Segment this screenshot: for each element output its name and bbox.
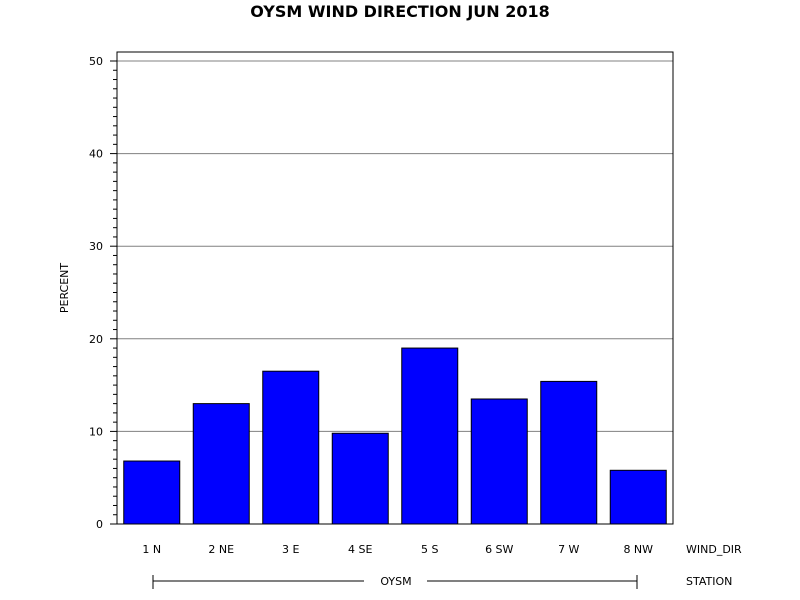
y-tick-label: 40	[89, 148, 103, 161]
station-axis-label: STATION	[686, 575, 732, 588]
x-tick-label: 3 E	[282, 543, 299, 556]
y-axis: 0 10 20 30 40 50	[89, 55, 117, 531]
y-tick-label: 20	[89, 333, 103, 346]
bar	[192, 403, 250, 525]
x-tick-label: 2 NE	[208, 543, 234, 556]
x-tick-label: 7 W	[558, 543, 579, 556]
y-tick-label: 10	[89, 425, 103, 438]
station-group-label: OYSM	[380, 575, 411, 588]
bar	[470, 398, 528, 525]
chart-title: OYSM WIND DIRECTION JUN 2018	[250, 2, 550, 21]
y-tick-label: 0	[96, 518, 103, 531]
grid-lines	[117, 60, 673, 432]
bar	[401, 347, 459, 525]
bar	[331, 432, 389, 525]
x-tick-label: 5 S	[421, 543, 438, 556]
x-tick-label: 4 SE	[348, 543, 372, 556]
bar	[262, 370, 320, 525]
station-group-bracket: OYSM	[152, 575, 638, 589]
bar	[609, 469, 667, 525]
x-tick-label: 1 N	[142, 543, 161, 556]
bar	[123, 460, 181, 525]
plot-frame	[116, 51, 674, 525]
bars	[123, 347, 667, 525]
x-tick-label: 8 NW	[623, 543, 653, 556]
bar	[540, 380, 598, 525]
y-axis-label: PERCENT	[58, 263, 71, 314]
x-axis-label: WIND_DIR	[686, 543, 742, 556]
y-tick-label: 30	[89, 240, 103, 253]
x-axis: 1 N 2 NE 3 E 4 SE 5 S 6 SW 7 W 8 NW	[142, 543, 653, 556]
y-tick-label: 50	[89, 55, 103, 68]
x-tick-label: 6 SW	[485, 543, 513, 556]
